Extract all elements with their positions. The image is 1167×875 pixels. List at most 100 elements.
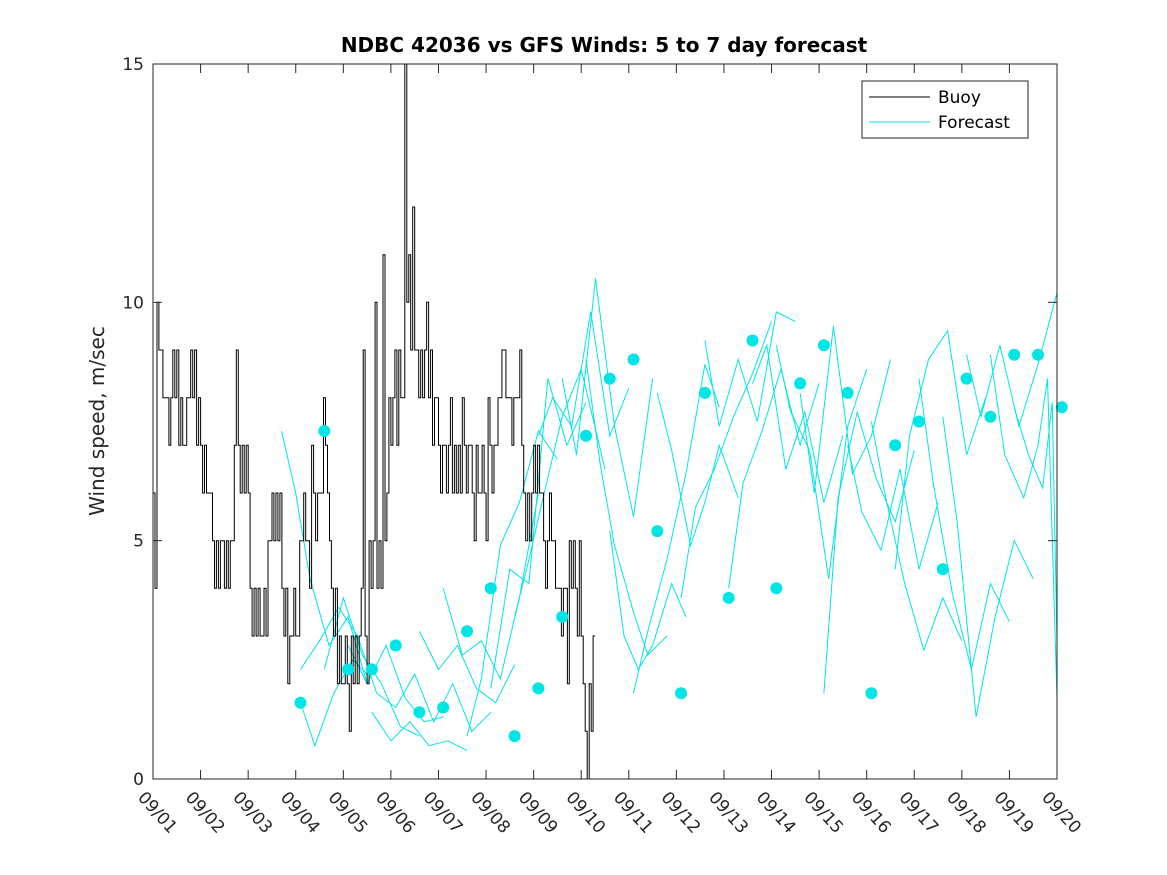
forecast-point-17 [675, 687, 688, 700]
forecast-line-29 [918, 378, 1010, 670]
forecast-line-21 [728, 367, 820, 589]
forecast-line-24 [799, 326, 891, 494]
forecast-point-9 [484, 582, 497, 595]
x-tick-label: 09/10 [561, 788, 609, 838]
forecast-point-5 [389, 639, 402, 652]
y-axis-label: Wind speed, m/sec [85, 326, 109, 516]
forecast-line-13 [537, 311, 630, 438]
buoy-series [153, 63, 596, 780]
forecast-line-27 [870, 421, 963, 652]
forecast-line-20 [704, 311, 796, 427]
forecast-point-16 [651, 525, 664, 538]
forecast-point-19 [722, 591, 735, 604]
buoy-line [153, 63, 596, 780]
x-tick-label: 09/09 [514, 788, 562, 838]
x-tick-label: 09/05 [324, 788, 372, 838]
forecast-point-6 [413, 706, 426, 719]
forecast-line-2 [281, 430, 368, 684]
forecast-line-10 [466, 429, 558, 737]
forecast-point-7 [437, 701, 450, 714]
x-tick-label: 09/20 [1037, 788, 1085, 838]
forecast-point-15 [627, 353, 640, 366]
forecast-point-25 [865, 687, 878, 700]
forecast-point-22 [794, 377, 807, 390]
forecast-line-12 [514, 367, 606, 618]
plot-area [153, 64, 1057, 779]
forecast-point-18 [698, 386, 711, 399]
forecast-line-9 [442, 492, 539, 681]
x-tick-label: 09/17 [895, 788, 943, 838]
x-tick-label: 09/06 [371, 788, 419, 838]
chart-title: NDBC 42036 vs GFS Winds: 5 to 7 day fore… [341, 33, 868, 57]
x-tick-label: 09/18 [942, 788, 990, 838]
x-tick-label: 09/01 [133, 788, 181, 838]
legend-buoy-label: Buoy [938, 88, 981, 108]
forecast-line-14 [561, 278, 654, 517]
forecast-line-5 [347, 644, 444, 723]
x-tick-label: 09/12 [657, 788, 705, 838]
x-tick-label: 09/14 [752, 788, 800, 838]
x-tick-label: 09/19 [990, 788, 1038, 838]
forecast-line-30 [942, 416, 1034, 718]
x-tick-label: 09/16 [847, 788, 895, 838]
forecast-point-32 [1032, 348, 1044, 361]
forecast-line-19 [680, 321, 772, 598]
x-tick-label: 09/13 [704, 788, 752, 838]
forecast-point-31 [1008, 348, 1021, 361]
forecast-line-8 [418, 630, 516, 704]
forecast-line-25 [823, 411, 915, 694]
y-tick-label: 15 [122, 55, 144, 75]
forecast-point-29 [960, 372, 973, 385]
forecast-line-23 [775, 345, 868, 579]
forecast-point-21 [770, 582, 783, 595]
y-tick-labels: 0 5 10 15 [122, 55, 144, 790]
forecast-line-3 [300, 606, 396, 708]
forecast-point-14 [603, 372, 616, 385]
forecast-point-11 [532, 682, 545, 695]
forecast-point-27 [913, 415, 925, 428]
forecast-points [294, 334, 1068, 743]
legend-box [861, 80, 1029, 139]
x-tick-label: 09/02 [181, 788, 229, 838]
forecast-point-30 [984, 410, 997, 423]
forecast-line-33 [1013, 402, 1058, 641]
forecast-line-15 [585, 359, 668, 657]
forecast-point-12 [556, 610, 569, 623]
forecast-line-6 [371, 712, 468, 751]
forecast-line-28 [894, 329, 987, 570]
y-tick-label: 10 [122, 293, 144, 313]
forecast-point-2 [318, 425, 331, 437]
x-tick-label: 09/11 [609, 788, 657, 838]
forecast-series [281, 278, 1058, 751]
y-tick-label: 5 [133, 532, 144, 552]
forecast-point-28 [936, 563, 949, 576]
forecast-line-11 [490, 378, 587, 689]
forecast-point-23 [817, 339, 830, 352]
x-tick-label: 09/03 [228, 788, 276, 838]
forecast-point-8 [461, 625, 473, 638]
legend-forecast-label: Forecast [938, 113, 1010, 133]
forecast-point-24 [841, 386, 854, 399]
forecast-point-10 [508, 730, 521, 743]
forecast-line-16 [609, 531, 687, 671]
plot-frame [152, 63, 1058, 780]
legend: Buoy Forecast [861, 80, 1029, 139]
forecast-point-13 [580, 429, 592, 442]
forecast-line-18 [656, 392, 739, 548]
x-tick-label: 09/04 [276, 788, 324, 838]
forecast-point-33 [1055, 401, 1068, 414]
forecast-line-17 [633, 364, 720, 694]
forecast-point-1 [294, 696, 307, 709]
x-tick-label: 09/15 [799, 788, 847, 838]
forecast-point-20 [746, 334, 759, 347]
x-tick-labels: 09/01 09/02 09/03 09/04 09/05 09/06 09/07 09/08… [133, 788, 1085, 838]
forecast-point-4 [365, 663, 378, 676]
x-tick-label: 09/08 [466, 788, 514, 838]
forecast-point-26 [889, 439, 902, 452]
forecast-point-3 [342, 663, 355, 676]
y-tick-label: 0 [133, 770, 144, 790]
axis-ticks [152, 63, 1058, 780]
forecast-line-26 [847, 445, 939, 570]
forecast-line-22 [752, 343, 844, 503]
